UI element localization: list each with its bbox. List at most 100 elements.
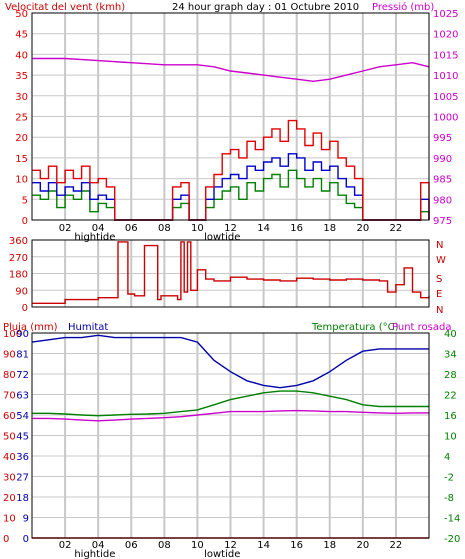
- y-tick-label: 45: [15, 30, 28, 41]
- y-tick-label-right: 990: [433, 154, 452, 165]
- x-tick-label: 08: [158, 223, 171, 234]
- x-tick-end-mark: [426, 223, 429, 234]
- y-tick-label: 0: [22, 303, 28, 314]
- y-tick-label-right: 1010: [433, 71, 458, 82]
- temp-humidity-panel: Pluja (mm) Humitat Temperatura (°C) Punt…: [3, 322, 460, 559]
- y-tick-label: 35: [15, 71, 28, 82]
- rain-tick-label: 90: [3, 350, 16, 361]
- y-tick-label-right: 16: [444, 411, 457, 422]
- y-tick-label-right: 980: [433, 195, 452, 206]
- y-tick-label: 25: [15, 113, 28, 124]
- wind-ticks: 0 5 10 15 20 25 30 35 40 45 50: [15, 9, 28, 227]
- plot-frame: [31, 239, 430, 308]
- series-line-gust: [32, 119, 430, 221]
- rain-tick-label: 30: [3, 473, 16, 484]
- pressure-ticks: 975 980 985 990 995 1000 1005 1010 1015 1020 1025: [433, 9, 458, 227]
- compass-label: E: [436, 289, 442, 300]
- y-tick-label-right: 28: [444, 370, 457, 381]
- series-line-pressi-mb-: [32, 57, 430, 83]
- series-line-punt-rosada: [32, 409, 429, 422]
- compass-label: N: [436, 305, 443, 316]
- y-tick-label-right: -2: [444, 473, 454, 484]
- rain-tick-label: 50: [3, 432, 16, 443]
- x-tick-label: 12: [224, 223, 237, 234]
- x-tick-label: 12: [224, 540, 237, 551]
- y-tick-label-right: 995: [433, 133, 452, 144]
- humidity-tick-label: 63: [16, 391, 29, 402]
- humidity-tick-label: 27: [16, 473, 29, 484]
- x-tick-label: 10: [191, 223, 204, 234]
- y-tick-label-right: -14: [444, 514, 460, 525]
- compass-label: S: [436, 274, 442, 285]
- grid: [32, 333, 429, 538]
- y-tick-label: 180: [9, 270, 28, 281]
- x-tick-label: 06: [125, 223, 138, 234]
- y-tick-label-right: 4: [444, 452, 450, 463]
- pressure-axis-title: Pressió (mb): [372, 1, 434, 13]
- series-group: [32, 241, 430, 304]
- y-tick-label-right: 1005: [433, 92, 458, 103]
- x-tick-label: 04: [92, 540, 105, 551]
- x-tick-label: 18: [323, 540, 336, 551]
- x-tick-label: 08: [158, 540, 171, 551]
- y-tick-label: 15: [15, 154, 28, 165]
- y-tick-label: 30: [15, 92, 28, 103]
- y-tick-label-right: 975: [433, 216, 452, 227]
- temperature-ticks: -20 -14 -8 -2 4 10 16 22 28 34 40: [444, 329, 460, 545]
- y-tick-label-right: 22: [444, 391, 457, 402]
- y-tick-label-right: 34: [444, 350, 457, 361]
- x-tick-label: 16: [290, 540, 303, 551]
- plot-frame: [31, 12, 430, 221]
- x-tick-label: 04: [92, 223, 105, 234]
- x-tick-labels: 02 04 06 08 10 12 14 16 18 20 22: [59, 540, 429, 551]
- y-tick-label-right: -20: [444, 534, 460, 545]
- x-tick-label: 06: [125, 540, 138, 551]
- tide-labels: hightide lowtide: [74, 549, 240, 559]
- x-tick-label: 22: [390, 223, 403, 234]
- x-tick-label: 22: [390, 540, 403, 551]
- y-tick-label-right: 1020: [433, 30, 458, 41]
- y-tick-label: 270: [9, 253, 28, 264]
- tide-label: hightide: [74, 549, 115, 559]
- series-line-humitat: [31, 334, 429, 389]
- series-line-direction: [32, 241, 430, 304]
- x-tick-labels: 02 04 06 08 10 12 14 16 18 20 22: [59, 223, 429, 234]
- tide-label: lowtide: [204, 232, 240, 243]
- rain-tick-label: 100: [3, 329, 22, 340]
- y-tick-label: 20: [15, 133, 28, 144]
- series-line-speed: [32, 153, 430, 221]
- rain-tick-label: 20: [3, 493, 16, 504]
- rain-tick-label: 60: [3, 411, 16, 422]
- rain-tick-label: 70: [3, 391, 16, 402]
- y-tick-label: 10: [15, 175, 28, 186]
- humidity-tick-label: 45: [16, 432, 29, 443]
- y-tick-label-right: -8: [444, 493, 454, 504]
- compass-label: W: [436, 255, 446, 266]
- rain-tick-label: 0: [3, 534, 9, 545]
- y-tick-label: 0: [22, 216, 28, 227]
- temperature-axis-title: Temperatura (°C): [311, 322, 399, 333]
- humidity-tick-label: 0: [23, 534, 29, 545]
- rain-tick-label: 80: [3, 370, 16, 381]
- rain-axis-title: Pluja (mm): [3, 322, 58, 333]
- dewpoint-axis-title: Punt rosada: [392, 322, 451, 333]
- rain-tick-label: 40: [3, 452, 16, 463]
- rain-humidity-ticks: 0102030405060708090100091827364554637281…: [3, 329, 29, 545]
- humidity-tick-label: 18: [16, 493, 29, 504]
- humidity-axis-title: Humitat: [68, 322, 108, 333]
- chart-title: 24 hour graph day : 01 Octubre 2010: [172, 2, 359, 13]
- y-tick-label: 360: [9, 236, 28, 247]
- y-tick-label-right: 1015: [433, 50, 458, 61]
- y-tick-label: 40: [15, 50, 28, 61]
- humidity-tick-label: 36: [16, 452, 29, 463]
- tide-labels: hightide lowtide: [74, 232, 240, 243]
- compass-label: N: [436, 240, 443, 251]
- wind-axis-title: Velocitat del vent (kmh): [5, 2, 125, 13]
- x-tick-label: 18: [323, 223, 336, 234]
- x-tick-label: 20: [356, 223, 369, 234]
- y-tick-label-right: 10: [444, 432, 457, 443]
- x-tick-end-mark: [426, 540, 429, 551]
